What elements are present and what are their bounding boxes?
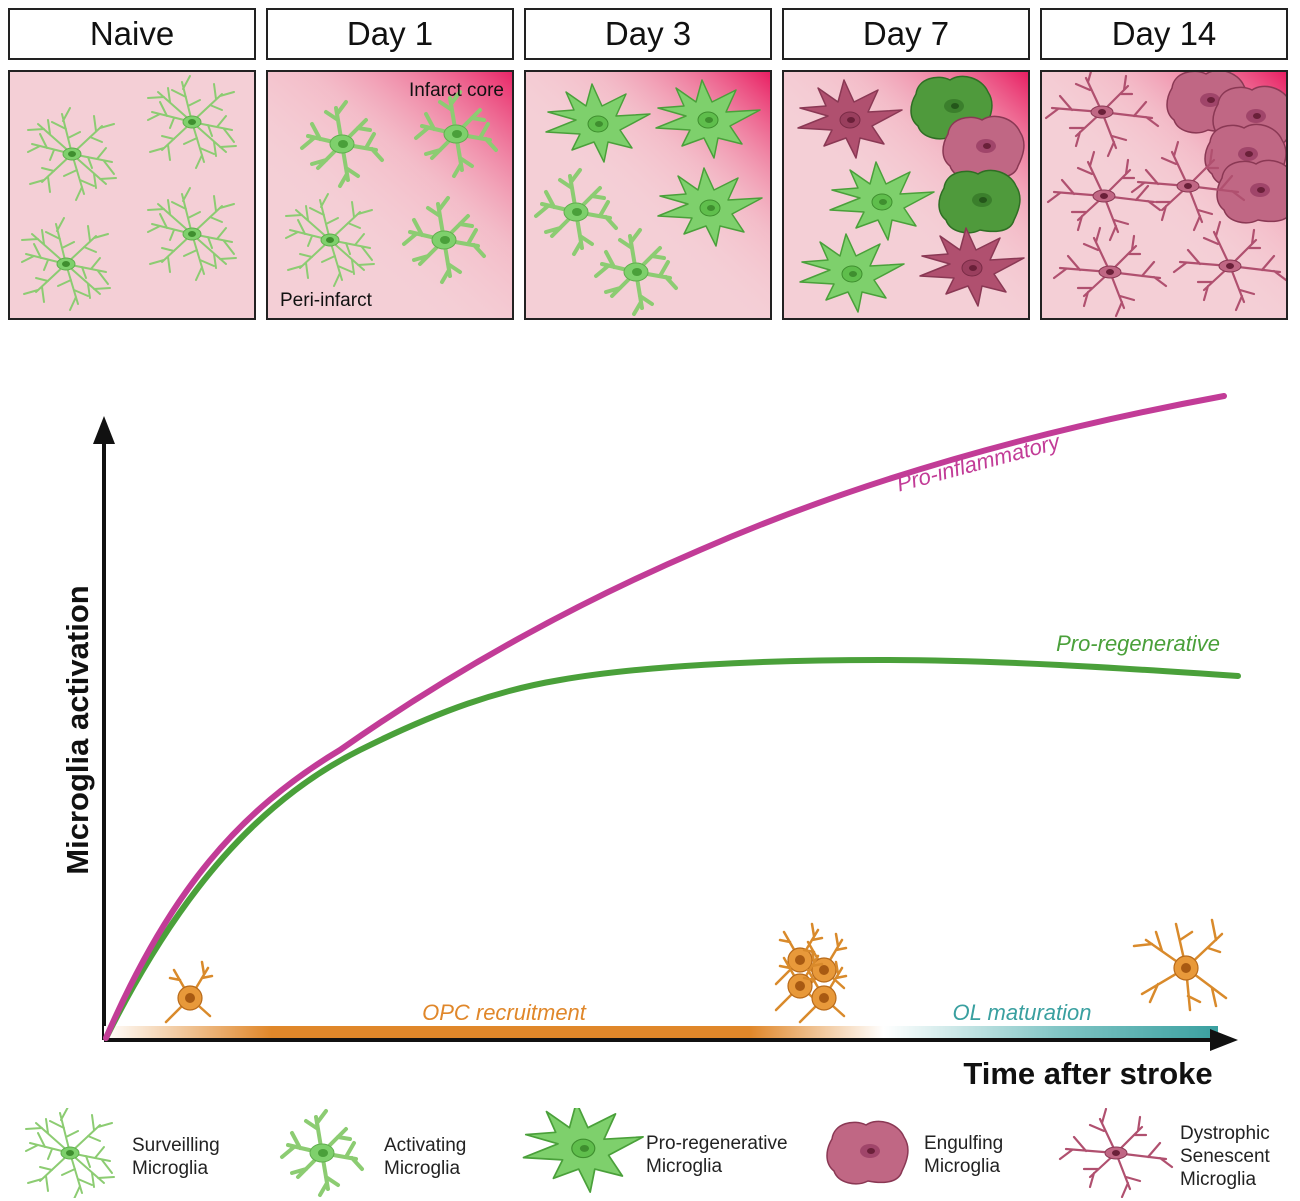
- stage-label-naive: Naive: [8, 8, 256, 60]
- x-axis-arrow: [1210, 1029, 1238, 1051]
- peri-infarct-label: Peri-infarct: [280, 290, 372, 311]
- opc-cluster-icon: [774, 922, 848, 1024]
- legend-label-line1: Pro-regenerative: [646, 1133, 788, 1154]
- surveilling-microglia-icon: [25, 1108, 115, 1198]
- infarct-core-label: Infarct core: [408, 80, 504, 101]
- panel-day14: [1040, 70, 1288, 320]
- pro-regenerative-label: Pro-regenerative: [1056, 631, 1220, 656]
- pro-inflammatory-curve: [103, 393, 1227, 1041]
- legend-label-line2: Microglia: [924, 1156, 1001, 1177]
- engulfing-microglia-icon: [942, 115, 1025, 180]
- dystrophic-microglia-icon: [1058, 1108, 1174, 1198]
- y-axis-arrow: [93, 416, 115, 444]
- legend-surveilling: Surveilling Microglia: [10, 1108, 260, 1198]
- legend-label-line1: Surveilling: [132, 1135, 220, 1156]
- panel-naive: [8, 70, 256, 320]
- y-axis-label: Microglia activation: [60, 585, 95, 874]
- activation-graph: Pro-inflammatory Pro-regenerative OPC re…: [60, 393, 1241, 1090]
- opc-cell-icon: [164, 960, 214, 1024]
- legend-label-line1: Dystrophic: [1180, 1123, 1270, 1144]
- opc-ol-timeline-bar: [104, 1026, 1218, 1038]
- stage-label-day7: Day 7: [782, 8, 1030, 60]
- engulfing-microglia-icon: [938, 169, 1021, 234]
- legend-activating: Activating Microglia: [272, 1108, 522, 1198]
- pro-inflammatory-label: Pro-inflammatory: [894, 428, 1064, 496]
- engulfing-microglia-icon: [826, 1120, 909, 1185]
- legend-label-line2: Senescent: [1180, 1146, 1270, 1167]
- legend-dystrophic: Dystrophic Senescent Microglia: [1056, 1108, 1296, 1198]
- activating-microglia-icon: [280, 1109, 364, 1197]
- legend-engulfing: Engulfing Microglia: [818, 1108, 1038, 1198]
- legend-label-line3: Microglia: [1180, 1169, 1257, 1190]
- surveilling-microglia-icon: [147, 187, 237, 281]
- pro-regenerative-curve: [103, 656, 1241, 1041]
- panel-day7: [782, 70, 1030, 320]
- legend-label-line2: Microglia: [384, 1158, 461, 1179]
- panel-day3: [524, 70, 772, 320]
- mature-oligodendrocyte-icon: [1132, 918, 1228, 1012]
- legend-label-line1: Activating: [384, 1135, 467, 1156]
- legend-label-line2: Microglia: [132, 1158, 209, 1179]
- surveilling-microglia-icon: [21, 217, 111, 311]
- pro-regenerative-microglia-icon: [522, 1108, 644, 1193]
- stage-label-day14: Day 14: [1040, 8, 1288, 60]
- surveilling-microglia-icon: [147, 75, 237, 169]
- panel-day1: Infarct core Peri-infarct: [266, 70, 514, 320]
- x-axis-label: Time after stroke: [963, 1056, 1212, 1090]
- legend-label-line2: Microglia: [646, 1156, 723, 1177]
- stage-label-day3: Day 3: [524, 8, 772, 60]
- opc-recruitment-label: OPC recruitment: [422, 1000, 587, 1025]
- legend-pro-regenerative: Pro-regenerative Microglia: [516, 1108, 816, 1198]
- surveilling-microglia-icon: [27, 107, 117, 201]
- ol-maturation-label: OL maturation: [952, 1000, 1091, 1025]
- stage-label-day1: Day 1: [266, 8, 514, 60]
- legend-label-line1: Engulfing: [924, 1133, 1004, 1154]
